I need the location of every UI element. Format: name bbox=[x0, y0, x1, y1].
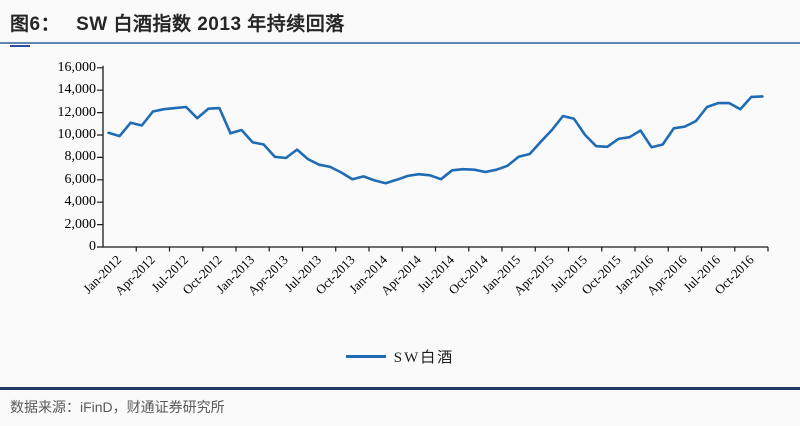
axis-ticks bbox=[97, 67, 769, 252]
y-tick-label: 2,000 bbox=[64, 216, 97, 232]
y-tick-label: 12,000 bbox=[57, 104, 97, 120]
footer-rule bbox=[0, 387, 800, 390]
y-tick-label: 16,000 bbox=[57, 59, 97, 75]
figure-title-text: SW 白酒指数 2013 年持续回落 bbox=[76, 14, 345, 35]
legend: SW白酒 bbox=[0, 346, 800, 366]
y-tick-label: 14,000 bbox=[57, 82, 97, 98]
axes bbox=[102, 65, 768, 248]
y-tick-label: 8,000 bbox=[64, 149, 97, 165]
sw-baijiu-series-line bbox=[107, 95, 764, 185]
y-tick-label: 6,000 bbox=[64, 171, 97, 187]
legend-line-swatch bbox=[345, 354, 386, 358]
tick-marks bbox=[97, 67, 769, 252]
title-rule-accent bbox=[10, 45, 30, 47]
figure-number: 图6： bbox=[10, 14, 61, 35]
legend-label: SW白酒 bbox=[393, 349, 455, 366]
data-source: 数据来源：iFinD，财通证券研究所 bbox=[10, 399, 225, 415]
y-tick-label: 4,000 bbox=[64, 194, 97, 210]
y-tick-label: 0 bbox=[89, 239, 96, 254]
y-tick-label: 10,000 bbox=[57, 127, 97, 142]
figure-title: 图6： SW 白酒指数 2013 年持续回落 bbox=[10, 9, 345, 36]
title-rule bbox=[0, 42, 800, 44]
